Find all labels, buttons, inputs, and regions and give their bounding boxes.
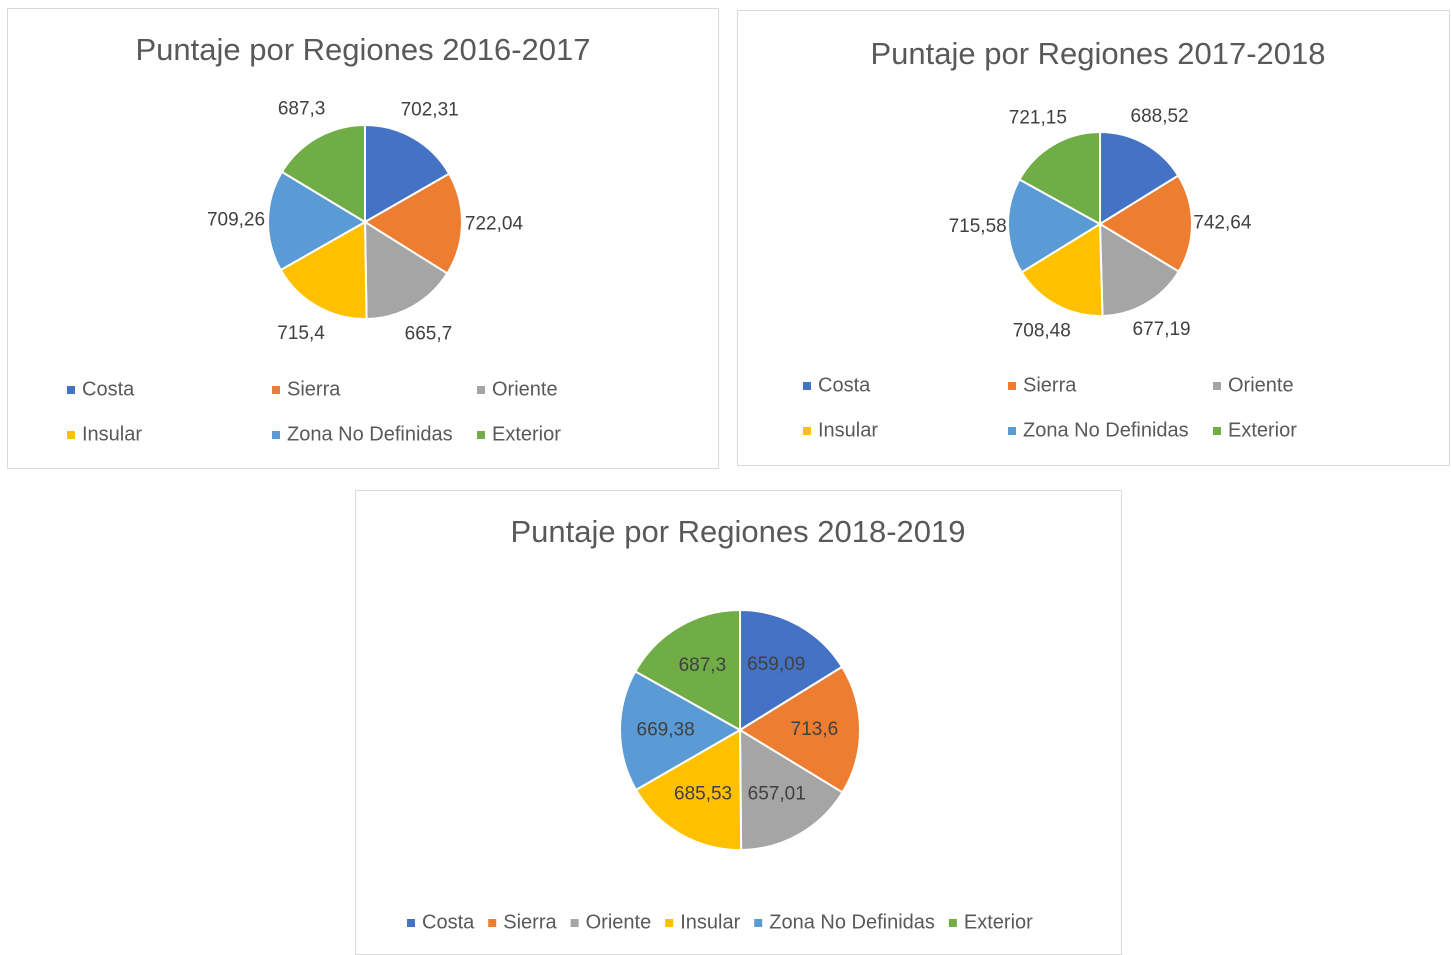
pie-slice xyxy=(280,123,366,224)
legend-swatch xyxy=(948,919,957,927)
legend-label: Costa xyxy=(422,911,475,933)
legend-label: Insular xyxy=(818,419,878,441)
pie-slice xyxy=(1020,222,1104,317)
pie-slice xyxy=(1007,178,1102,274)
data-label: 665,7 xyxy=(405,323,453,344)
legend-label: Costa xyxy=(82,378,135,400)
legend-swatch xyxy=(488,919,497,927)
legend-swatch xyxy=(272,386,280,394)
legend-label: Costa xyxy=(818,374,871,396)
legend-swatch xyxy=(803,427,811,435)
data-label: 715,58 xyxy=(949,216,1007,237)
legend-swatch xyxy=(665,919,674,927)
data-label: 742,64 xyxy=(1193,212,1252,233)
legend-label: Sierra xyxy=(1023,374,1077,396)
chart-title: Puntaje por Regiones 2018-2019 xyxy=(510,514,965,549)
data-label: 722,04 xyxy=(465,213,524,234)
legend-swatch xyxy=(407,919,415,927)
legend-swatch xyxy=(67,431,75,439)
legend-label: Insular xyxy=(82,423,142,445)
data-label: 677,19 xyxy=(1133,319,1191,340)
chart-title: Puntaje por Regiones 2017-2018 xyxy=(870,36,1325,71)
legend-swatch xyxy=(1008,427,1016,435)
legend-swatch xyxy=(754,919,763,927)
data-label: 715,4 xyxy=(277,323,325,344)
data-label: 713,6 xyxy=(791,719,839,740)
data-label: 685,53 xyxy=(674,784,732,805)
pie-slice xyxy=(738,728,844,852)
legend-label: Insular xyxy=(680,911,740,933)
pie-slice xyxy=(1098,174,1193,273)
data-label: 687,3 xyxy=(679,655,727,676)
legend-swatch xyxy=(803,382,811,390)
legend-label: Zona No Definidas xyxy=(287,423,453,445)
legend-label: Exterior xyxy=(964,911,1033,933)
pie-slice xyxy=(364,123,451,224)
pie-slice xyxy=(1098,222,1181,317)
pie-slice xyxy=(739,608,844,732)
pie-slice xyxy=(1099,130,1180,226)
pie-slice xyxy=(619,670,743,792)
pie-slice xyxy=(634,728,743,851)
legend-swatch xyxy=(1213,427,1221,435)
data-label: 721,15 xyxy=(1009,108,1067,129)
pie-slice xyxy=(279,220,368,320)
pie-slice xyxy=(738,665,861,794)
legend-label: Exterior xyxy=(1228,419,1297,441)
legend-label: Sierra xyxy=(503,911,557,933)
legend-label: Zona No Definidas xyxy=(1023,419,1189,441)
legend-swatch xyxy=(1008,382,1016,390)
legend-swatch xyxy=(477,431,485,439)
pie-slice xyxy=(267,170,367,272)
legend-swatch xyxy=(272,431,280,439)
legend-label: Oriente xyxy=(1228,374,1294,396)
data-label: 702,31 xyxy=(401,99,459,120)
legend-swatch xyxy=(570,919,579,927)
legend-label: Oriente xyxy=(492,378,558,400)
legend-label: Exterior xyxy=(492,423,561,445)
legend-label: Oriente xyxy=(586,911,652,933)
pie-slice xyxy=(1018,130,1101,226)
pie-slice xyxy=(363,220,449,321)
chart-title: Puntaje por Regiones 2016-2017 xyxy=(135,32,590,67)
legend-swatch xyxy=(67,386,75,394)
data-label: 659,09 xyxy=(747,654,805,675)
legend-label: Sierra xyxy=(287,378,341,400)
pie-slice xyxy=(363,172,463,275)
legend-swatch xyxy=(1213,382,1221,390)
legend-swatch xyxy=(477,386,485,394)
data-label: 669,38 xyxy=(637,719,695,740)
legend-label: Zona No Definidas xyxy=(769,911,935,933)
data-label: 687,3 xyxy=(278,99,326,120)
data-label: 709,26 xyxy=(207,209,265,230)
data-label: 688,52 xyxy=(1131,106,1189,127)
pie-slice xyxy=(633,608,741,732)
data-label: 708,48 xyxy=(1013,321,1071,342)
data-label: 657,01 xyxy=(748,784,806,805)
